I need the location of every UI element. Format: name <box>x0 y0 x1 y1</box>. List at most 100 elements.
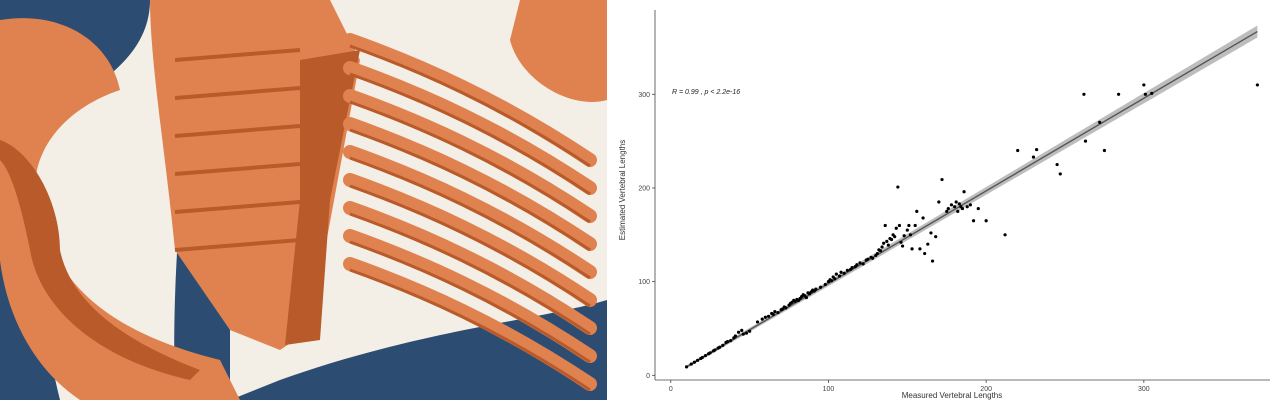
dinosaur-fossil-photo <box>0 0 607 400</box>
data-point <box>1102 148 1107 153</box>
data-point <box>883 223 887 228</box>
data-point <box>861 262 865 266</box>
data-point <box>897 223 902 228</box>
bone-fragment-top-right <box>510 0 607 102</box>
x-tick-label: 0 <box>669 386 673 393</box>
data-point <box>976 206 980 211</box>
rib-shadow <box>349 268 591 392</box>
data-point <box>733 334 738 338</box>
data-point <box>1031 155 1036 159</box>
scapula <box>285 50 360 345</box>
data-point <box>937 200 941 204</box>
ribs-group <box>174 33 597 392</box>
rib-shadow <box>349 72 591 196</box>
data-point <box>866 257 870 261</box>
data-point <box>858 261 862 265</box>
rib-shadow <box>349 240 591 364</box>
data-point <box>886 243 890 247</box>
data-point <box>830 279 834 283</box>
data-point <box>871 256 875 260</box>
data-point <box>814 287 818 291</box>
x-tick-label: 100 <box>823 386 835 393</box>
data-point <box>960 206 965 211</box>
data-point <box>776 310 780 315</box>
rib-shadow <box>349 156 591 280</box>
data-point <box>908 233 913 237</box>
data-point <box>930 259 935 263</box>
data-point <box>910 247 914 251</box>
data-point <box>984 219 988 223</box>
data-point <box>913 223 917 228</box>
data-point <box>784 306 788 310</box>
data-point <box>1150 91 1154 95</box>
data-point <box>893 235 897 239</box>
data-point <box>833 277 837 281</box>
data-point <box>889 237 894 242</box>
rib-left-seam <box>174 48 301 62</box>
data-point <box>855 263 859 267</box>
data-point <box>921 216 925 220</box>
data-point <box>905 228 909 232</box>
y-axis-ticks: 0 100 200 300 <box>638 92 655 380</box>
data-point <box>842 271 846 275</box>
rib <box>343 229 597 363</box>
data-point <box>1082 92 1086 96</box>
rib-left-seam <box>174 124 301 138</box>
data-point <box>896 185 900 189</box>
data-point <box>929 231 933 235</box>
data-point <box>850 265 854 270</box>
data-point <box>755 320 760 324</box>
regression-line <box>686 30 1258 368</box>
data-point <box>945 209 949 213</box>
rib <box>343 33 597 167</box>
data-point <box>900 244 905 248</box>
data-point <box>954 200 958 204</box>
data-point <box>1058 172 1062 176</box>
data-point <box>684 365 689 369</box>
x-tick-label: 200 <box>980 386 992 393</box>
data-point <box>878 249 883 253</box>
data-point <box>771 312 775 317</box>
x-axis-label: Measured Vertebral Lengths <box>902 391 1003 400</box>
data-point <box>1143 92 1148 96</box>
data-point <box>845 268 849 273</box>
data-point <box>804 295 808 300</box>
data-point <box>748 329 752 333</box>
data-point <box>703 354 708 358</box>
data-point <box>689 362 693 366</box>
data-point <box>949 203 954 207</box>
rib-left-seam <box>174 86 301 100</box>
data-point <box>736 330 741 334</box>
y-tick-label: 300 <box>638 92 650 99</box>
x-tick-label: 300 <box>1138 386 1150 393</box>
scatter-chart: 0 100 200 300 0 100 200 300 R = 0.99 , p < 2.2… <box>618 10 1270 400</box>
data-point <box>1098 120 1102 125</box>
data-point <box>740 328 744 332</box>
data-point <box>923 251 927 256</box>
data-point <box>934 235 938 239</box>
data-point <box>956 209 960 213</box>
y-tick-label: 200 <box>638 185 650 192</box>
data-point <box>708 351 712 355</box>
y-tick-label: 0 <box>646 373 650 380</box>
rib-shadow <box>349 100 591 224</box>
data-point <box>1142 83 1146 87</box>
rib-shadow <box>349 212 591 336</box>
data-point <box>763 315 767 319</box>
data-point <box>839 270 843 274</box>
data-point <box>695 358 700 362</box>
data-point <box>1117 92 1121 96</box>
rib-left-seam <box>174 200 301 214</box>
data-point <box>965 205 969 209</box>
data-point <box>968 203 972 207</box>
data-point <box>725 339 730 344</box>
rib <box>343 257 597 391</box>
rib-left-seam <box>174 162 301 176</box>
data-point <box>946 206 950 211</box>
data-point <box>729 339 733 343</box>
rib <box>343 61 597 195</box>
data-point <box>692 360 697 364</box>
data-point <box>744 331 749 335</box>
correlation-annotation: R = 0.99 , p < 2.2e-16 <box>672 89 740 96</box>
data-point <box>818 285 823 289</box>
